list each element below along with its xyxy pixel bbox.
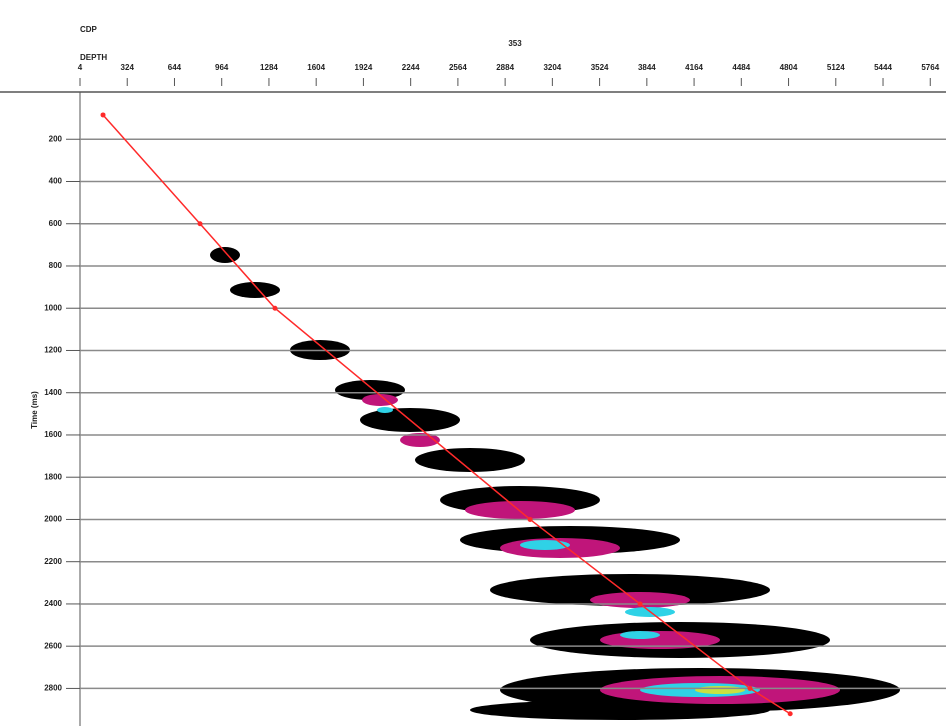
cdp-label: CDP	[80, 25, 98, 34]
pick-point	[272, 305, 278, 311]
x-tick-label: 5764	[921, 63, 939, 72]
x-tick-label: 2244	[402, 63, 420, 72]
x-tick-label: 644	[168, 63, 182, 72]
x-tick-label: 3524	[591, 63, 609, 72]
y-tick-label: 1800	[44, 472, 62, 481]
y-tick-label: 2800	[44, 684, 62, 693]
x-tick-label: 4804	[780, 63, 798, 72]
y-tick-label: 1400	[44, 388, 62, 397]
x-tick-label: 5444	[874, 63, 892, 72]
y-tick-label: 800	[49, 261, 63, 270]
pick-point	[197, 221, 203, 227]
x-tick-label: 5124	[827, 63, 845, 72]
y-tick-label: 2200	[44, 557, 62, 566]
x-tick-label: 2564	[449, 63, 467, 72]
x-tick-label: 964	[215, 63, 229, 72]
x-tick-label: 4164	[685, 63, 703, 72]
cdp-value: 353	[508, 39, 522, 48]
y-tick-label: 2000	[44, 515, 62, 524]
x-tick-label: 3204	[543, 63, 561, 72]
y-tick-label: 1200	[44, 346, 62, 355]
x-tick-label: 324	[121, 63, 135, 72]
x-tick-label: 1604	[307, 63, 325, 72]
pick-point	[100, 112, 106, 118]
pick-point	[787, 711, 793, 717]
x-tick-label: 4	[78, 63, 83, 72]
y-tick-label: 2600	[44, 641, 62, 650]
x-tick-label: 1924	[355, 63, 373, 72]
x-tick-label: 4484	[732, 63, 750, 72]
x-tick-label: 1284	[260, 63, 278, 72]
y-tick-label: 1000	[44, 303, 62, 312]
y-tick-label: 200	[49, 134, 63, 143]
pick-point	[747, 685, 753, 691]
pick-point	[637, 601, 643, 607]
x-tick-label: 2884	[496, 63, 514, 72]
y-tick-label: 600	[49, 219, 63, 228]
y-axis-label: Time (ms)	[30, 391, 39, 429]
x-tick-label: 3844	[638, 63, 656, 72]
y-tick-label: 400	[49, 177, 63, 186]
pick-point	[527, 516, 533, 522]
x-axis-label: DEPTH	[80, 53, 107, 62]
y-tick-label: 1600	[44, 430, 62, 439]
y-tick-label: 2400	[44, 599, 62, 608]
